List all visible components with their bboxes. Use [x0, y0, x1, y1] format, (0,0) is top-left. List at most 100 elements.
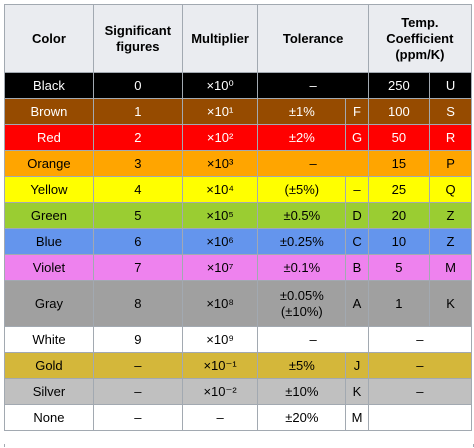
- significant-figure-cell: 0: [92, 72, 183, 99]
- tolerance-code-cell: D: [345, 202, 369, 229]
- significant-figure-cell: 8: [92, 280, 183, 327]
- table-row: Orange 3 ×10³ –15 P: [4, 150, 472, 177]
- table-continuation: [4, 444, 474, 447]
- tolerance-cell: ±1%: [257, 98, 347, 125]
- color-name-cell: White: [4, 326, 94, 353]
- tolerance-cell: ±10%: [257, 378, 347, 405]
- temp-coefficient-cell: 20: [367, 202, 431, 229]
- table-row: None – – ±20% M: [4, 404, 473, 431]
- tolerance-cell: ±2%: [257, 124, 347, 151]
- tolerance-cell: ±5%: [257, 352, 347, 379]
- multiplier-cell: ×10⁷: [181, 254, 259, 281]
- header-significant-figures: Significant figures: [92, 4, 183, 73]
- tolerance-code-cell: F: [345, 98, 369, 125]
- temp-coefficient-code-cell: K: [429, 280, 472, 327]
- color-name-cell: Gray: [4, 280, 94, 327]
- table-row: Gold – ×10⁻¹ ±5% J –: [4, 352, 473, 379]
- header-color: Color: [4, 4, 94, 73]
- color-name-cell: Silver: [4, 378, 94, 405]
- temp-coefficient-cell: –: [367, 378, 473, 405]
- table-row: Silver – ×10⁻² ±10% K –: [4, 378, 473, 405]
- multiplier-cell: ×10⁴: [181, 176, 259, 203]
- table-row: Violet 7 ×10⁷ ±0.1% B 5 M: [4, 254, 472, 281]
- color-name-cell: Brown: [4, 98, 94, 125]
- multiplier-cell: ×10³: [181, 150, 259, 177]
- multiplier-cell: ×10⁶: [181, 228, 259, 255]
- temp-coefficient-code-cell: Z: [429, 228, 472, 255]
- table-row: Gray 8 ×10⁸ ±0.05% (±10%) A 1 K: [4, 280, 472, 327]
- tolerance-cell: –: [257, 150, 369, 177]
- tolerance-code-cell: C: [345, 228, 369, 255]
- table-row: Green 5 ×10⁵ ±0.5% D 20 Z: [4, 202, 472, 229]
- temp-coefficient-code-cell: Q: [429, 176, 472, 203]
- temp-coefficient-cell: 100: [367, 98, 431, 125]
- multiplier-cell: ×10⁵: [181, 202, 259, 229]
- multiplier-cell: ×10⁰: [181, 72, 259, 99]
- tolerance-cell: ±0.5%: [257, 202, 347, 229]
- color-name-cell: Green: [4, 202, 94, 229]
- tolerance-cell: (±5%): [257, 176, 347, 203]
- multiplier-cell: ×10⁹: [181, 326, 259, 353]
- header-tolerance: Tolerance: [257, 4, 369, 73]
- tolerance-code-cell: –: [345, 176, 369, 203]
- tolerance-code-cell: A: [345, 280, 369, 327]
- tolerance-code-cell: J: [345, 352, 369, 379]
- multiplier-cell: ×10¹: [181, 98, 259, 125]
- header-multiplier: Multiplier: [181, 4, 259, 73]
- temp-coefficient-cell: 15: [367, 150, 431, 177]
- color-name-cell: Orange: [4, 150, 94, 177]
- multiplier-cell: ×10²: [181, 124, 259, 151]
- significant-figure-cell: 4: [92, 176, 183, 203]
- multiplier-cell: ×10⁻²: [181, 378, 259, 405]
- header-row: Color Significant figures Multiplier Tol…: [4, 4, 473, 73]
- temp-coefficient-cell: [367, 404, 473, 431]
- header-temp-coefficient: Temp. Coefficient (ppm/K): [367, 4, 473, 73]
- table-row: White 9 ×10⁹ – –: [4, 326, 473, 353]
- temp-coefficient-cell: 250: [367, 72, 431, 99]
- tolerance-cell: –: [257, 72, 369, 99]
- tolerance-cell: ±20%: [257, 404, 347, 431]
- significant-figure-cell: –: [92, 404, 183, 431]
- table-row: Black 0 ×10⁰ –250 U: [4, 72, 472, 99]
- table-row: Brown 1 ×10¹ ±1% F 100 S: [4, 98, 472, 125]
- color-name-cell: Blue: [4, 228, 94, 255]
- color-name-cell: Gold: [4, 352, 94, 379]
- color-name-cell: Black: [4, 72, 94, 99]
- temp-coefficient-cell: 5: [367, 254, 431, 281]
- significant-figure-cell: 5: [92, 202, 183, 229]
- color-name-cell: Yellow: [4, 176, 94, 203]
- table-row: Blue 6 ×10⁶ ±0.25% C 10 Z: [4, 228, 472, 255]
- temp-coefficient-code-cell: Z: [429, 202, 472, 229]
- tolerance-code-cell: G: [345, 124, 369, 151]
- temp-coefficient-cell: 1: [367, 280, 431, 327]
- resistor-color-code-table: Color Significant figures Multiplier Tol…: [4, 4, 473, 431]
- table-row: Red 2 ×10² ±2% G 50 R: [4, 124, 472, 151]
- temp-coefficient-code-cell: R: [429, 124, 472, 151]
- temp-coefficient-code-cell: S: [429, 98, 472, 125]
- significant-figure-cell: 1: [92, 98, 183, 125]
- multiplier-cell: ×10⁸: [181, 280, 259, 327]
- significant-figure-cell: 3: [92, 150, 183, 177]
- significant-figure-cell: 7: [92, 254, 183, 281]
- temp-coefficient-cell: 50: [367, 124, 431, 151]
- significant-figure-cell: –: [92, 352, 183, 379]
- tolerance-code-cell: K: [345, 378, 369, 405]
- tolerance-cell: ±0.25%: [257, 228, 347, 255]
- temp-coefficient-cell: –: [367, 326, 473, 353]
- significant-figure-cell: –: [92, 378, 183, 405]
- color-name-cell: Violet: [4, 254, 94, 281]
- color-name-cell: Red: [4, 124, 94, 151]
- temp-coefficient-cell: 25: [367, 176, 431, 203]
- color-name-cell: None: [4, 404, 94, 431]
- significant-figure-cell: 9: [92, 326, 183, 353]
- temp-coefficient-cell: 10: [367, 228, 431, 255]
- multiplier-cell: –: [181, 404, 259, 431]
- tolerance-code-cell: M: [345, 404, 369, 431]
- significant-figure-cell: 2: [92, 124, 183, 151]
- tolerance-cell: ±0.1%: [257, 254, 347, 281]
- significant-figure-cell: 6: [92, 228, 183, 255]
- temp-coefficient-code-cell: P: [429, 150, 472, 177]
- tolerance-code-cell: B: [345, 254, 369, 281]
- multiplier-cell: ×10⁻¹: [181, 352, 259, 379]
- tolerance-cell: ±0.05% (±10%): [257, 280, 347, 327]
